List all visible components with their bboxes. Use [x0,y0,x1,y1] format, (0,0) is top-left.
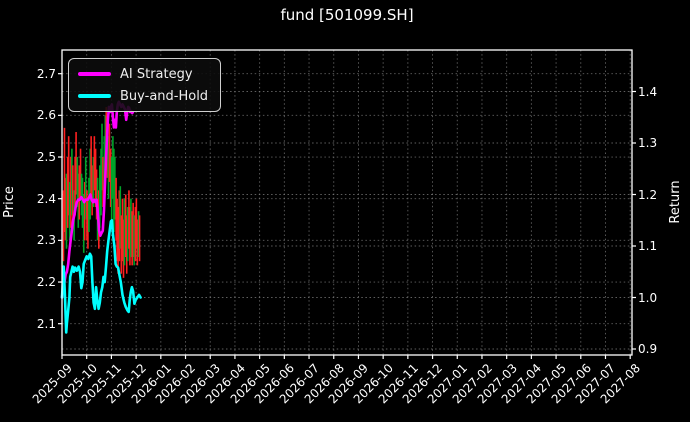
y-tick-label-price: 2.2 [36,275,56,290]
plot-border [61,49,633,356]
series-line-buy-and-hold [60,219,142,334]
y-tick-label-return: 1.4 [638,84,658,99]
y-axis-label-return: Return [668,180,683,224]
y-tick-label-price: 2.5 [36,150,56,165]
legend-item-ai-strategy: AI Strategy [78,65,208,83]
y-tick-label-return: 1.2 [638,187,658,202]
legend-swatch-buy-and-hold [78,94,111,98]
legend-swatch-ai-strategy [78,72,111,76]
legend-label-ai-strategy: AI Strategy [120,66,193,82]
y-tick-label-price: 2.6 [36,108,56,123]
y-tick-label-price: 2.4 [36,191,56,206]
legend-item-buy-and-hold: Buy-and-Hold [78,87,208,105]
legend-label-buy-and-hold: Buy-and-Hold [120,88,209,104]
y-tick-label-return: 1.0 [638,290,658,305]
y-tick-label-price: 2.1 [36,316,56,331]
y-tick-label-price: 2.3 [36,233,56,248]
legend: AI Strategy Buy-and-Hold [68,58,222,112]
y-tick-label-price: 2.7 [36,66,56,81]
y-tick-label-return: 1.3 [638,136,658,150]
chart-title: fund [501099.SH] [280,6,414,24]
y-tick-label-return: 0.9 [638,342,658,356]
y-tick-label-return: 1.1 [638,239,658,253]
